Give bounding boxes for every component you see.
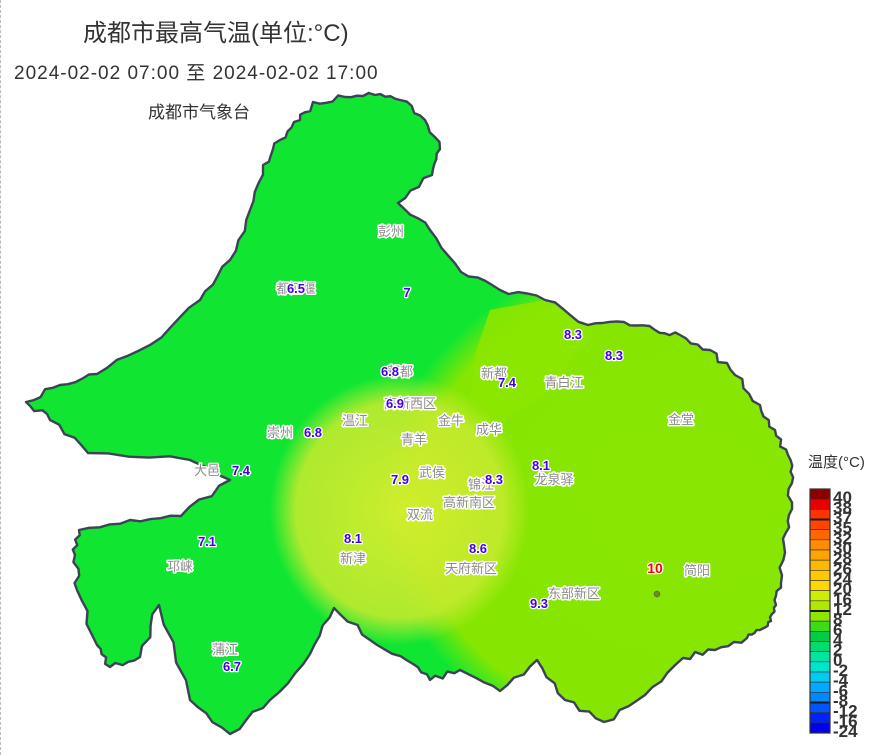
svg-text:10: 10	[647, 560, 663, 576]
svg-text:龙泉驿: 龙泉驿	[534, 472, 573, 487]
svg-text:邛崃: 邛崃	[167, 559, 193, 574]
svg-text:新津: 新津	[340, 551, 366, 566]
svg-text:6.7: 6.7	[223, 659, 241, 674]
svg-text:温江: 温江	[342, 413, 368, 428]
svg-text:高新南区: 高新南区	[443, 495, 495, 510]
svg-text:8.3: 8.3	[564, 327, 582, 342]
svg-text:7.4: 7.4	[498, 375, 517, 390]
svg-text:大邑: 大邑	[194, 463, 220, 478]
svg-text:8.1: 8.1	[532, 458, 550, 473]
svg-text:6.8: 6.8	[304, 425, 322, 440]
svg-text:简阳: 简阳	[684, 563, 710, 578]
svg-text:8.6: 8.6	[469, 541, 487, 556]
svg-text:青羊: 青羊	[401, 432, 427, 447]
svg-text:青白江: 青白江	[544, 375, 583, 390]
svg-text:-24: -24	[833, 722, 858, 741]
svg-text:温度(°C): 温度(°C)	[808, 454, 865, 471]
svg-text:7.4: 7.4	[232, 463, 251, 478]
svg-text:8.3: 8.3	[605, 348, 623, 363]
svg-text:蒲江: 蒲江	[212, 642, 238, 657]
svg-text:崇州: 崇州	[267, 425, 293, 440]
svg-text:金牛: 金牛	[438, 413, 464, 428]
svg-text:6.5: 6.5	[287, 281, 305, 296]
svg-text:双流: 双流	[407, 507, 433, 522]
svg-text:7.9: 7.9	[391, 472, 409, 487]
svg-text:金堂: 金堂	[668, 412, 694, 427]
svg-text:7.1: 7.1	[198, 534, 216, 549]
svg-text:8.3: 8.3	[485, 472, 503, 487]
svg-text:武侯: 武侯	[419, 465, 445, 480]
svg-text:天府新区: 天府新区	[445, 561, 497, 576]
svg-text:成华: 成华	[476, 422, 502, 437]
svg-text:8.1: 8.1	[344, 531, 362, 546]
svg-text:6.8: 6.8	[381, 364, 399, 379]
svg-text:东部新区: 东部新区	[548, 586, 600, 601]
svg-text:彭州: 彭州	[378, 224, 404, 239]
svg-text:9.3: 9.3	[530, 596, 548, 611]
svg-text:7: 7	[403, 285, 410, 300]
svg-text:6.9: 6.9	[386, 396, 404, 411]
